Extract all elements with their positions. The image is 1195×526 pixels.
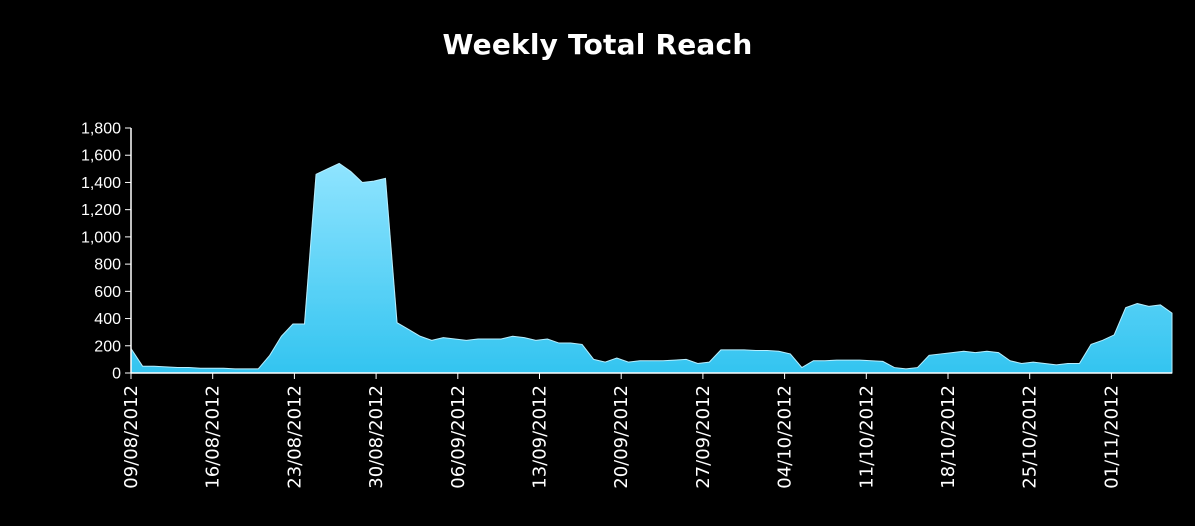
chart-title: Weekly Total Reach <box>442 28 753 61</box>
y-tick-label: 1,800 <box>81 121 121 138</box>
x-tick-label: 13/09/2012 <box>530 385 551 489</box>
y-tick-label: 0 <box>112 366 121 383</box>
y-tick-label: 600 <box>94 284 121 301</box>
y-axis: 0 200 400 600 800 1,000 1,200 1,400 1,600 1,800 <box>81 121 132 383</box>
plot-area <box>130 162 1173 374</box>
y-tick-label: 200 <box>94 338 121 355</box>
x-tick-label: 11/10/2012 <box>856 385 877 489</box>
x-tick-label: 01/11/2012 <box>1101 385 1122 489</box>
x-tick-label: 27/09/2012 <box>693 385 714 489</box>
x-tick-label: 30/08/2012 <box>366 385 387 489</box>
x-tick-label: 04/10/2012 <box>775 385 796 489</box>
x-tick-label: 06/09/2012 <box>448 385 469 489</box>
reach-area <box>130 162 1173 374</box>
y-tick-label: 800 <box>94 257 121 274</box>
x-tick-label: 20/09/2012 <box>611 385 632 489</box>
x-tick-label: 25/10/2012 <box>1020 385 1041 489</box>
x-tick-label: 09/08/2012 <box>121 385 142 489</box>
x-tick-label: 18/10/2012 <box>938 385 959 489</box>
x-tick-label: 23/08/2012 <box>284 385 305 489</box>
y-tick-label: 400 <box>94 311 121 328</box>
y-tick-label: 1,400 <box>81 175 121 192</box>
y-tick-label: 1,600 <box>81 148 121 165</box>
y-tick-label: 1,200 <box>81 202 121 219</box>
x-tick-label: 16/08/2012 <box>203 385 224 489</box>
y-tick-label: 1,000 <box>81 229 121 246</box>
x-axis: 09/08/2012 16/08/2012 23/08/2012 30/08/2012… <box>121 372 1172 489</box>
